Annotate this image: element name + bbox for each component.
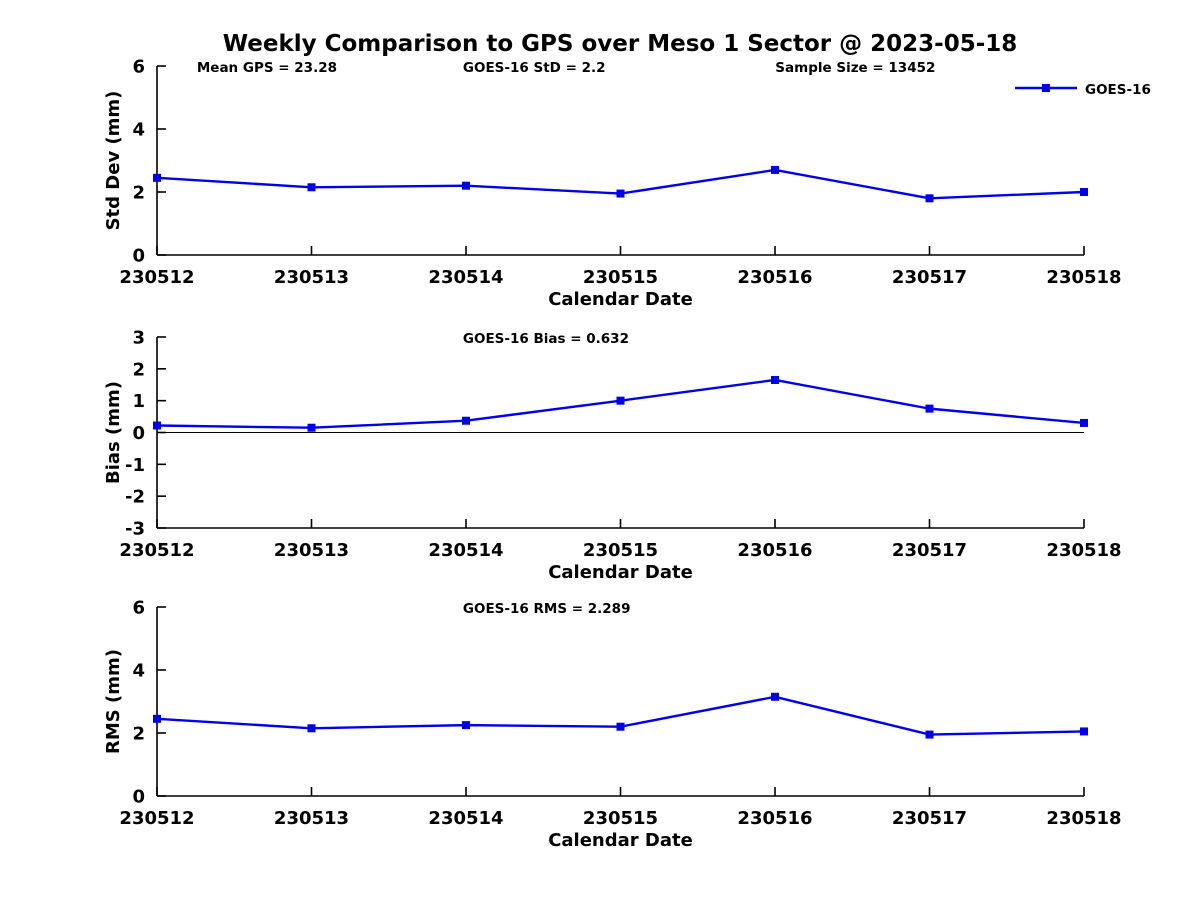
x-tick-label: 230516: [737, 267, 812, 288]
x-tick-label: 230515: [583, 540, 658, 561]
annotation-text: GOES-16 RMS = 2.289: [463, 601, 631, 617]
data-point-marker: [771, 165, 779, 174]
data-point-marker: [307, 423, 316, 432]
x-tick-label: 230513: [274, 540, 349, 561]
y-tick-label: 1: [132, 391, 145, 412]
data-point-marker: [153, 421, 161, 430]
subplot-bias: -3 -2 -1 0 1 2 3 230512 230513 230514 230515 230516…: [103, 328, 1122, 584]
x-tick-label: 230515: [583, 808, 658, 829]
data-point-marker: [1080, 418, 1088, 427]
y-tick-label: 2: [132, 183, 145, 204]
x-tick-label: 230513: [274, 267, 349, 288]
y-tick-label: 0: [132, 787, 145, 808]
x-tick-label: 230518: [1046, 267, 1121, 288]
x-tick-label: 230514: [428, 267, 503, 288]
data-point-marker: [616, 722, 625, 731]
data-point-marker: [462, 721, 470, 730]
legend-marker-sample: [1042, 84, 1050, 92]
data-point-marker: [462, 416, 470, 425]
x-tick-label: 230517: [892, 267, 967, 288]
data-point-marker: [616, 189, 625, 198]
data-point-marker: [462, 181, 470, 190]
subplot-rms: 0 2 4 6 230512 230513 230514 230515 230516 230517…: [103, 598, 1122, 852]
x-tick-label: 230516: [737, 808, 812, 829]
subplot-std-dev: 0 2 4 6 230512 230513 230514 230515 230516 230517…: [103, 57, 1151, 311]
y-tick-label: 2: [132, 724, 145, 745]
x-tick-label: 230512: [119, 267, 194, 288]
data-point-marker: [1080, 188, 1088, 196]
x-axis-label: Calendar Date: [548, 289, 693, 310]
data-point-marker: [307, 724, 316, 733]
x-tick-label: 230517: [892, 808, 967, 829]
y-tick-label: -3: [125, 519, 145, 540]
y-tick-label: 2: [132, 359, 145, 380]
y-axis-label: Std Dev (mm): [103, 91, 124, 231]
x-tick-label: 230518: [1046, 808, 1121, 829]
data-point-marker: [925, 404, 934, 413]
data-point-marker: [616, 396, 625, 405]
annotation-text: Mean GPS = 23.28: [197, 60, 337, 76]
y-tick-label: 3: [132, 328, 145, 349]
y-axis-label: Bias (mm): [103, 381, 124, 484]
x-tick-label: 230518: [1046, 540, 1121, 561]
data-point-marker: [925, 194, 934, 203]
data-point-marker: [307, 183, 316, 192]
figure-title: Weekly Comparison to GPS over Meso 1 Sec…: [222, 31, 1018, 57]
data-point-marker: [771, 692, 779, 701]
x-tick-label: 230516: [737, 540, 812, 561]
annotation-text: GOES-16 Bias = 0.632: [463, 331, 629, 347]
legend-label: GOES-16: [1085, 82, 1151, 98]
x-axis-label: Calendar Date: [548, 830, 693, 851]
y-tick-label: 0: [132, 246, 145, 267]
data-point-marker: [1080, 727, 1088, 736]
y-tick-label: 4: [132, 120, 145, 141]
y-tick-label: -1: [125, 455, 145, 476]
data-point-marker: [771, 375, 779, 384]
x-tick-label: 230515: [583, 267, 658, 288]
y-tick-label: 4: [132, 661, 145, 682]
data-point-marker: [153, 173, 161, 182]
y-tick-label: 6: [132, 598, 145, 619]
data-point-marker: [925, 730, 934, 739]
annotation-text: Sample Size = 13452: [775, 60, 935, 76]
y-axis-label: RMS (mm): [103, 649, 124, 754]
y-tick-label: 0: [132, 423, 145, 444]
x-tick-label: 230512: [119, 540, 194, 561]
legend: GOES-16: [1015, 82, 1151, 98]
x-tick-label: 230512: [119, 808, 194, 829]
x-tick-label: 230514: [428, 540, 503, 561]
y-tick-label: -2: [125, 487, 145, 508]
annotation-text: GOES-16 StD = 2.2: [463, 60, 606, 76]
x-axis-label: Calendar Date: [548, 562, 693, 583]
x-tick-label: 230514: [428, 808, 503, 829]
x-tick-label: 230517: [892, 540, 967, 561]
x-tick-label: 230513: [274, 808, 349, 829]
y-tick-label: 6: [132, 57, 145, 78]
data-point-marker: [153, 714, 161, 723]
